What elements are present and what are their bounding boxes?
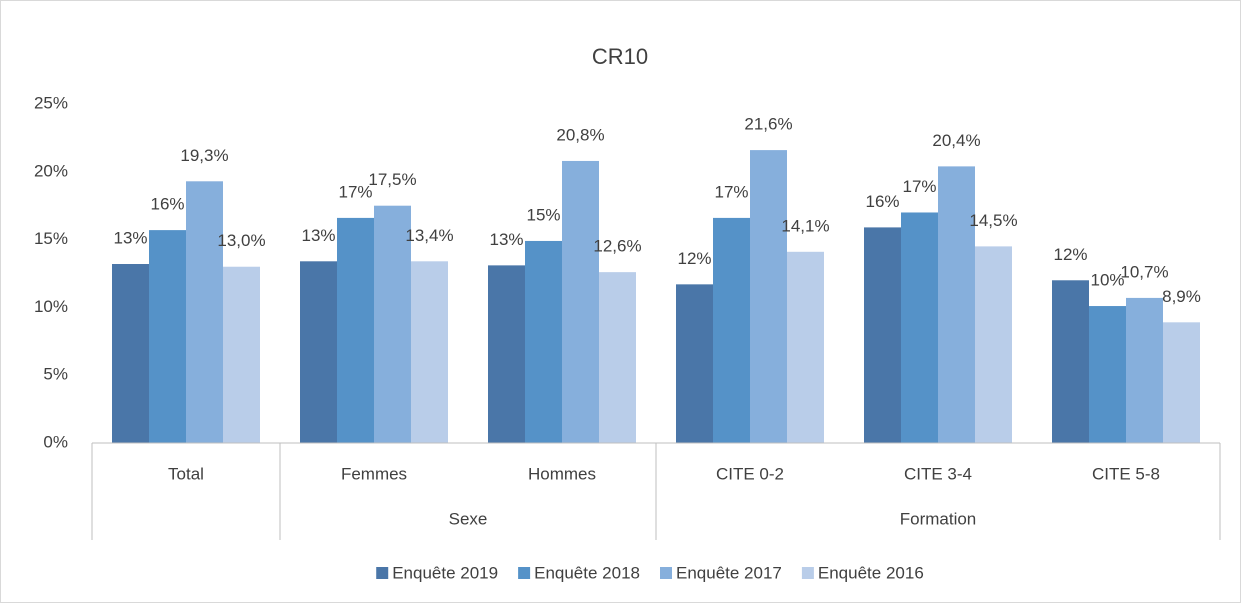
bar bbox=[112, 264, 149, 443]
bar bbox=[300, 261, 337, 443]
data-label: 12% bbox=[1053, 245, 1087, 264]
x-tick-label: Femmes bbox=[341, 464, 407, 483]
bar bbox=[186, 181, 223, 444]
x-tick-label: CITE 5-8 bbox=[1092, 464, 1160, 483]
bar bbox=[901, 212, 938, 443]
y-tick-label: 5% bbox=[43, 365, 68, 384]
data-label: 17% bbox=[714, 182, 748, 201]
bar bbox=[676, 284, 713, 443]
bar bbox=[1163, 322, 1200, 443]
legend-swatch bbox=[801, 567, 814, 579]
bar bbox=[411, 261, 448, 443]
legend-swatch bbox=[376, 567, 389, 579]
data-label: 20,4% bbox=[932, 131, 980, 150]
legend-swatch bbox=[518, 567, 531, 579]
data-label: 13% bbox=[301, 226, 335, 245]
bar bbox=[374, 205, 411, 443]
y-tick-label: 0% bbox=[43, 432, 68, 451]
bar bbox=[525, 240, 562, 443]
y-tick-label: 25% bbox=[34, 93, 68, 112]
data-label: 13% bbox=[489, 230, 523, 249]
group-label: Sexe bbox=[449, 509, 488, 528]
data-label: 8,9% bbox=[1162, 287, 1201, 306]
legend-swatch bbox=[660, 567, 672, 579]
bar bbox=[713, 217, 750, 443]
bar bbox=[1052, 280, 1089, 443]
bar bbox=[864, 227, 901, 443]
data-label: 17,5% bbox=[368, 170, 416, 189]
data-label: 13% bbox=[113, 228, 147, 247]
data-label: 19,3% bbox=[180, 146, 228, 165]
data-label: 13,4% bbox=[405, 226, 453, 245]
x-tick-label: Total bbox=[168, 464, 204, 483]
bar bbox=[750, 150, 787, 443]
x-tick-label: CITE 3-4 bbox=[904, 464, 972, 483]
data-label: 10,7% bbox=[1120, 262, 1168, 281]
y-tick-label: 20% bbox=[34, 161, 68, 180]
data-label: 17% bbox=[338, 182, 372, 201]
y-tick-label: 15% bbox=[34, 229, 68, 248]
y-tick-label: 10% bbox=[34, 297, 68, 316]
legend-label: Enquête 2016 bbox=[818, 563, 924, 582]
data-label: 16% bbox=[865, 192, 899, 211]
data-label: 17% bbox=[902, 177, 936, 196]
x-tick-label: CITE 0-2 bbox=[716, 464, 784, 483]
bar bbox=[488, 265, 525, 443]
bar bbox=[599, 272, 636, 443]
bar bbox=[149, 230, 186, 443]
data-label: 21,6% bbox=[744, 115, 792, 134]
data-label: 12,6% bbox=[593, 237, 641, 256]
data-label: 20,8% bbox=[556, 125, 604, 144]
data-label: 12% bbox=[677, 249, 711, 268]
x-tick-label: Hommes bbox=[528, 464, 596, 483]
legend-label: Enquête 2018 bbox=[534, 563, 640, 582]
data-label: 13,0% bbox=[217, 231, 265, 250]
data-label: 14,5% bbox=[969, 211, 1017, 230]
bar bbox=[1089, 306, 1126, 443]
data-label: 15% bbox=[526, 205, 560, 224]
bar bbox=[938, 166, 975, 443]
bar bbox=[562, 160, 599, 443]
data-label: 10% bbox=[1090, 271, 1124, 290]
bar bbox=[1126, 297, 1163, 443]
legend-label: Enquête 2017 bbox=[676, 563, 782, 582]
bar bbox=[223, 266, 260, 443]
legend-label: Enquête 2019 bbox=[392, 563, 498, 582]
data-label: 16% bbox=[150, 195, 184, 214]
bar bbox=[337, 217, 374, 443]
data-label: 14,1% bbox=[781, 216, 829, 235]
chart-title: CR10 bbox=[592, 44, 648, 69]
bar bbox=[975, 246, 1012, 443]
bar bbox=[787, 251, 824, 443]
group-label: Formation bbox=[900, 509, 977, 528]
